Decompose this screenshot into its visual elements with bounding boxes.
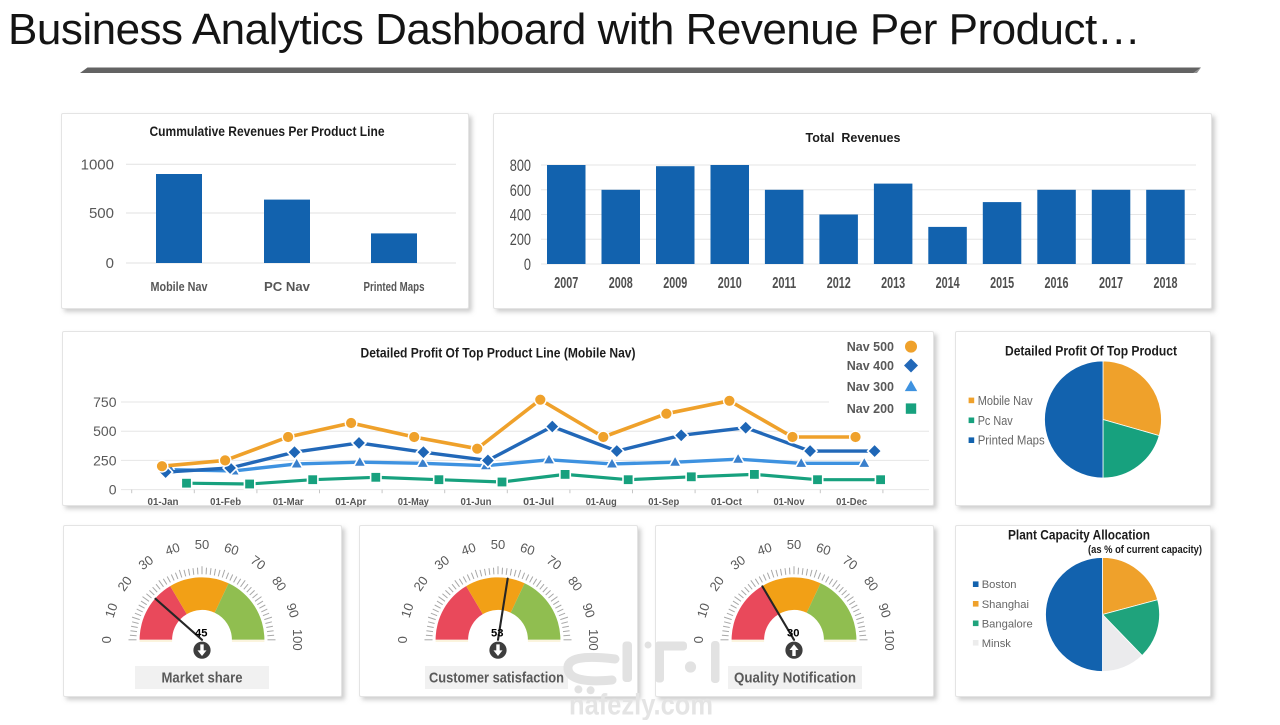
- svg-text:80: 80: [565, 573, 586, 594]
- svg-text:Detailed Profit Of Top Product: Detailed Profit Of Top Product Line (Mob…: [361, 346, 636, 361]
- svg-text:750: 750: [93, 394, 117, 410]
- svg-text:0: 0: [99, 636, 114, 643]
- svg-text:90: 90: [579, 601, 598, 619]
- svg-text:Mobile Nav: Mobile Nav: [151, 280, 208, 294]
- svg-text:01-Sep: 01-Sep: [648, 496, 679, 507]
- svg-text:01-Jan: 01-Jan: [148, 496, 179, 507]
- svg-text:2016: 2016: [1045, 275, 1069, 292]
- svg-text:2009: 2009: [663, 275, 687, 292]
- svg-text:80: 80: [861, 573, 882, 594]
- svg-text:60: 60: [222, 540, 240, 559]
- svg-text:90: 90: [875, 601, 894, 619]
- svg-text:70: 70: [248, 552, 269, 573]
- svg-text:10: 10: [102, 601, 121, 619]
- svg-text:01-Aug: 01-Aug: [586, 496, 617, 507]
- svg-text:90: 90: [283, 601, 302, 619]
- svg-text:Total Revenues: Total Revenues: [806, 131, 901, 145]
- svg-text:01-Dec: 01-Dec: [836, 496, 867, 507]
- svg-text:01-Mar: 01-Mar: [273, 496, 304, 507]
- svg-text:53: 53: [491, 627, 503, 639]
- svg-text:Mobile Nav: Mobile Nav: [978, 394, 1034, 408]
- svg-text:0: 0: [395, 636, 410, 643]
- svg-text:0: 0: [109, 482, 117, 498]
- svg-text:Shanghai: Shanghai: [982, 599, 1029, 611]
- svg-text:Market share: Market share: [162, 670, 243, 687]
- svg-text:100: 100: [290, 629, 305, 651]
- svg-text:50: 50: [787, 537, 801, 552]
- svg-text:0: 0: [524, 256, 531, 274]
- svg-text:30: 30: [728, 552, 749, 573]
- svg-text:Nav 200: Nav 200: [847, 402, 894, 416]
- svg-text:Bangalore: Bangalore: [982, 618, 1033, 630]
- svg-text:Customer satisfaction: Customer satisfaction: [429, 670, 564, 687]
- svg-text:60: 60: [518, 540, 536, 559]
- svg-text:Boston: Boston: [982, 579, 1017, 591]
- svg-text:200: 200: [510, 231, 531, 249]
- svg-text:50: 50: [491, 537, 505, 552]
- svg-text:70: 70: [544, 552, 565, 573]
- svg-text:2015: 2015: [990, 275, 1014, 292]
- svg-text:80: 80: [269, 573, 290, 594]
- svg-text:2007: 2007: [554, 275, 578, 292]
- svg-text:30: 30: [136, 552, 157, 573]
- svg-text:250: 250: [93, 452, 117, 468]
- svg-text:500: 500: [93, 423, 117, 439]
- svg-text:10: 10: [694, 601, 713, 619]
- svg-text:1000: 1000: [81, 156, 114, 173]
- svg-text:45: 45: [195, 627, 207, 639]
- svg-text:50: 50: [195, 537, 209, 552]
- svg-text:nafezly.com: nafezly.com: [569, 689, 713, 720]
- svg-text:01-Nov: 01-Nov: [774, 496, 805, 507]
- svg-text:2017: 2017: [1099, 275, 1123, 292]
- svg-text:Pc Nav: Pc Nav: [978, 414, 1014, 428]
- svg-text:Detailed Profit Of Top Product: Detailed Profit Of Top Product: [1005, 344, 1177, 359]
- svg-text:600: 600: [510, 182, 531, 200]
- svg-text:01-Apr: 01-Apr: [335, 496, 366, 507]
- svg-text:Nav 300: Nav 300: [847, 380, 894, 394]
- svg-text:2018: 2018: [1154, 275, 1178, 292]
- svg-text:01-Oct: 01-Oct: [711, 496, 742, 507]
- svg-text:800: 800: [510, 157, 531, 175]
- svg-text:60: 60: [814, 540, 832, 559]
- svg-text:400: 400: [510, 207, 531, 225]
- svg-text:70: 70: [840, 552, 861, 573]
- svg-text:(as % of current capacity): (as % of current capacity): [1088, 544, 1202, 556]
- svg-text:2011: 2011: [772, 275, 796, 292]
- svg-text:Plant Capacity Allocation: Plant Capacity Allocation: [1008, 528, 1150, 543]
- svg-text:2008: 2008: [609, 275, 633, 292]
- svg-text:40: 40: [163, 540, 181, 559]
- svg-text:20: 20: [410, 573, 431, 594]
- svg-text:10: 10: [398, 601, 417, 619]
- svg-text:2013: 2013: [881, 275, 905, 292]
- svg-text:20: 20: [706, 573, 727, 594]
- svg-text:20: 20: [114, 573, 135, 594]
- svg-text:2014: 2014: [936, 275, 960, 292]
- svg-text:2010: 2010: [718, 275, 742, 292]
- svg-text:Minsk: Minsk: [982, 638, 1012, 650]
- svg-text:01-Jun: 01-Jun: [461, 496, 492, 507]
- svg-text:01-May: 01-May: [398, 496, 429, 507]
- svg-text:Quality Notification: Quality Notification: [734, 670, 856, 687]
- svg-text:30: 30: [787, 627, 799, 639]
- svg-text:Nav 400: Nav 400: [847, 359, 894, 373]
- svg-text:Cummulative Revenues Per Produ: Cummulative Revenues Per Product Line: [150, 124, 385, 139]
- svg-text:01-Feb: 01-Feb: [210, 496, 241, 507]
- svg-text:01-Jul: 01-Jul: [523, 496, 554, 507]
- svg-text:Printed Maps: Printed Maps: [364, 280, 425, 294]
- svg-text:Nav 500: Nav 500: [847, 340, 894, 354]
- svg-text:40: 40: [459, 540, 477, 559]
- svg-text:30: 30: [432, 552, 453, 573]
- svg-text:Printed Maps: Printed Maps: [978, 434, 1045, 448]
- svg-text:2012: 2012: [827, 275, 851, 292]
- svg-text:40: 40: [755, 540, 773, 559]
- svg-text:0: 0: [106, 255, 114, 272]
- svg-text:500: 500: [89, 205, 114, 222]
- svg-text:100: 100: [882, 629, 897, 651]
- svg-text:PC Nav: PC Nav: [264, 280, 310, 294]
